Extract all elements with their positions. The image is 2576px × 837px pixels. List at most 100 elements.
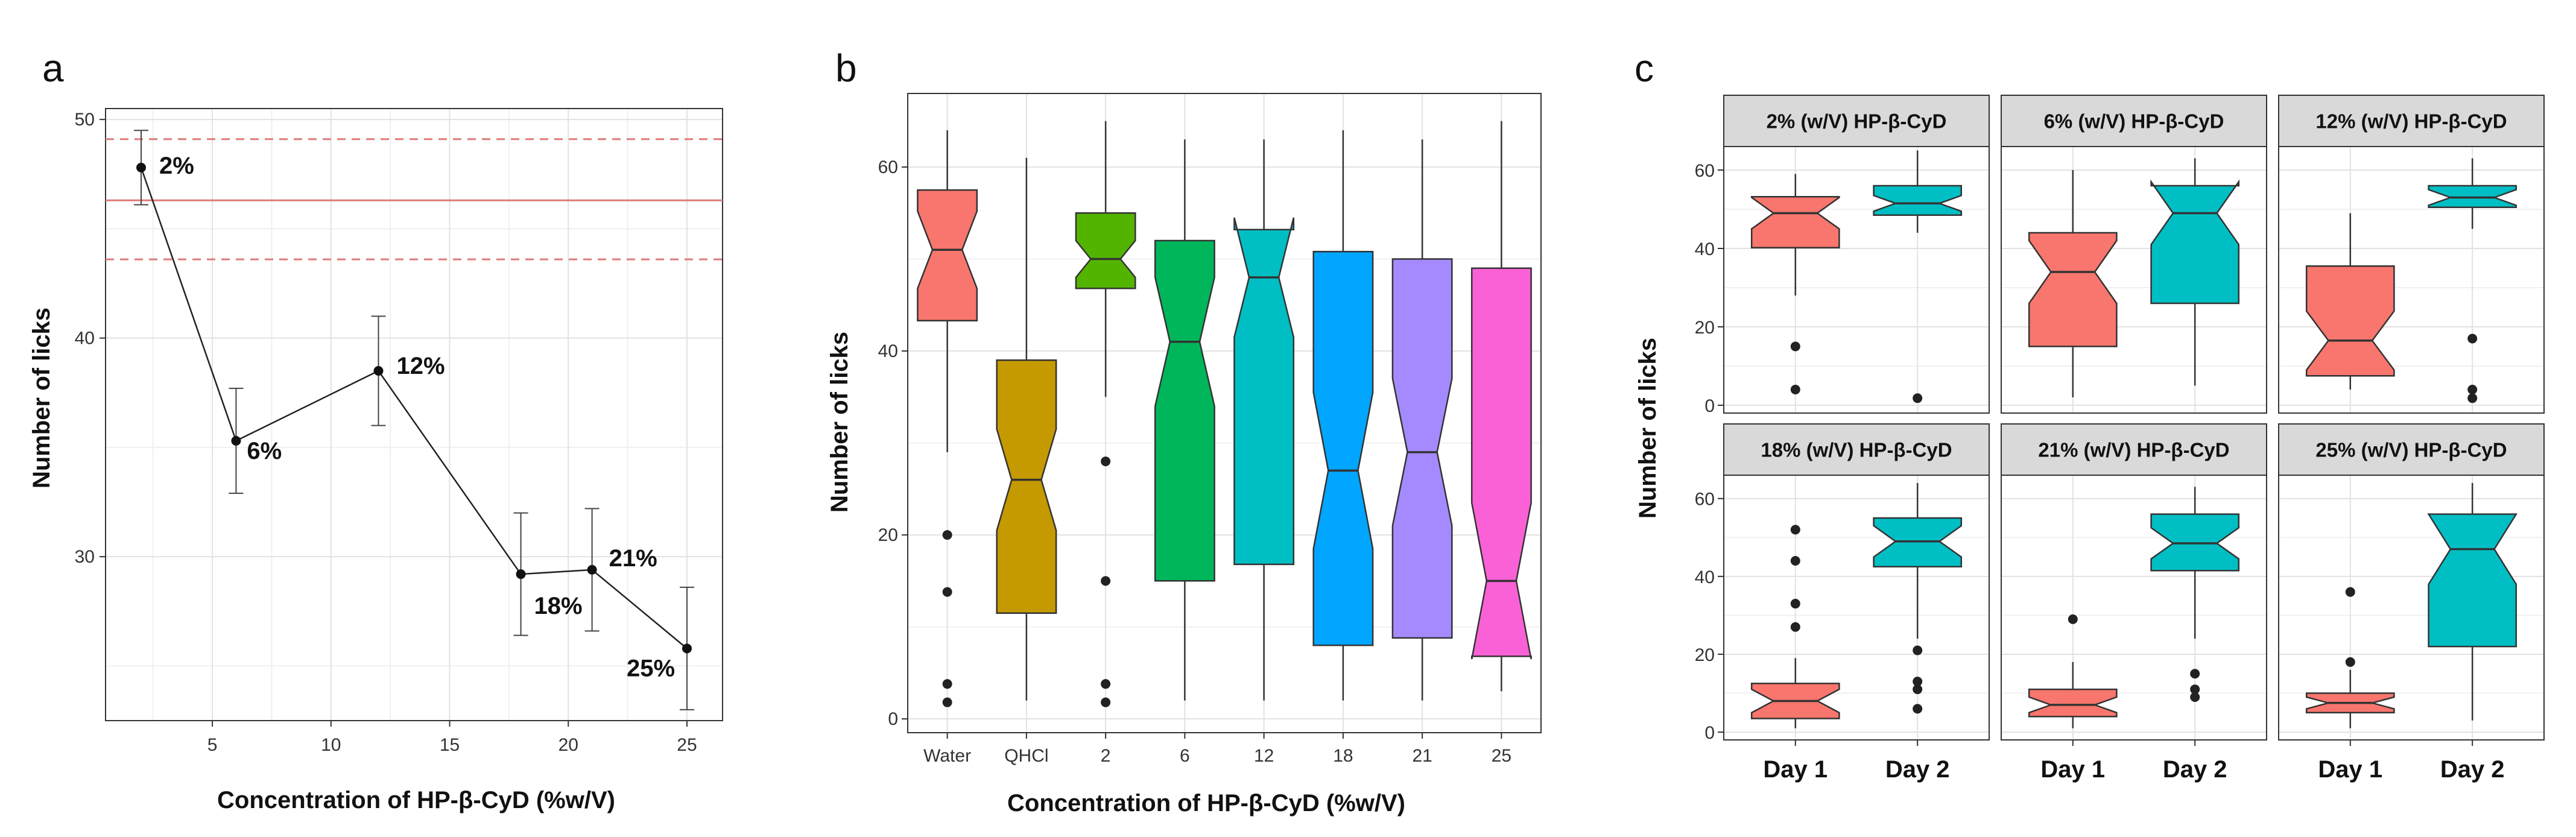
panel-c-facet-3-day-2-outlier — [2467, 333, 2478, 344]
panel-c-facet-2-frame — [2001, 146, 2267, 414]
panel-c-facet-1-day-2-box — [1873, 185, 1963, 216]
panel-c-facet-4-y-tick-label: 20 — [1695, 645, 1715, 665]
panel-c-facet-3-strip-label: 12% (w/V) HP-β-CyD — [2315, 110, 2507, 133]
panel-a-y-tick-label: 50 — [75, 110, 95, 130]
panel-c-facet-2-strip-label: 6% (w/V) HP-β-CyD — [2044, 110, 2224, 133]
panel-letter-a: a — [42, 46, 64, 90]
panel-c-facet-5-day-2-outlier — [2190, 669, 2200, 679]
panel-b-x-tick-label: 6 — [1180, 746, 1190, 766]
panel-a-point-label: 2% — [159, 153, 194, 179]
panel-b-2-outlier — [1101, 576, 1111, 586]
panel-b-water-outlier — [942, 679, 952, 689]
panel-c-facet-4-y-tick-label: 40 — [1695, 567, 1715, 587]
panel-a-point-label: 25% — [627, 655, 675, 681]
panel-c-facet-6-x-tick-label: Day 2 — [2440, 756, 2505, 783]
panel-b-y-axis-title: Number of licks — [826, 332, 853, 513]
panel-a-point-label: 21% — [609, 545, 657, 572]
panel-a-point-label: 18% — [534, 593, 583, 619]
panel-c-facet-6-strip-label: 25% (w/V) HP-β-CyD — [2315, 439, 2507, 461]
panel-a-y-tick-label: 30 — [75, 547, 95, 567]
panel-b-2-outlier — [1101, 697, 1111, 707]
panel-c-facet-5-x-tick-label: Day 2 — [2163, 756, 2227, 783]
panel-c-facet-1-frame — [1723, 146, 1990, 414]
panel-c-facet-2-day-2-box — [2150, 179, 2240, 305]
panel-c-facet-3-frame — [2278, 146, 2545, 414]
panel-c: c 2% (w/V) HP-β-CyD 0 20 40 60 6% (w/V) HP-β-… — [1635, 46, 2545, 783]
panel-c-facet-4-day-1-outlier — [1790, 525, 1800, 535]
panel-b-x-tick-label: 18 — [1333, 746, 1353, 766]
panel-a: a 5 10 15 20 25 30 40 50 2% 6% 12% 18% 21% 25% Concen… — [28, 46, 723, 813]
panel-c-facet-6-frame — [2278, 475, 2545, 741]
panel-b-x-tick-label: 21 — [1412, 746, 1432, 766]
panel-c-facet-4-y-tick-label: 0 — [1704, 723, 1715, 743]
panel-c-facet-4-day-1-outlier — [1790, 622, 1800, 632]
panel-letter-c: c — [1635, 46, 1654, 90]
panel-b: b 0 20 40 60 Water QHCl 2 6 12 18 21 25 Concentrati… — [826, 46, 1542, 816]
panel-c-facet-1-day-1-box — [1750, 195, 1840, 248]
panel-c-facet-6-day-2-box — [2427, 513, 2518, 648]
panel-c-facet-1-strip — [1723, 95, 1990, 147]
panel-c-facet-4-frame — [1723, 475, 1990, 741]
panel-b-18-box — [1312, 251, 1374, 646]
panel-c-facet-5-x-tick-label: Day 1 — [2040, 756, 2105, 783]
panel-c-facet-6-x-tick-label: Day 1 — [2318, 756, 2382, 783]
panel-b-2-outlier — [1101, 456, 1111, 467]
panel-b-plot: 0 20 40 60 Water QHCl 2 6 12 18 21 25 — [878, 93, 1542, 766]
panel-c-facet-1-y-tick-label: 20 — [1695, 318, 1715, 338]
panel-b-2-box — [1075, 212, 1136, 289]
panel-b-y-tick-label: 20 — [878, 525, 898, 545]
panel-c-facet-5-strip-label: 21% (w/V) HP-β-CyD — [2038, 439, 2229, 461]
panel-b-y-tick-label: 60 — [878, 157, 898, 177]
panel-b-x-tick-label: 12 — [1254, 746, 1274, 766]
panel-c-facet-1-day-1-outlier — [1790, 385, 1800, 394]
panel-c-facet-6-day-1-outlier — [2345, 587, 2355, 597]
panel-a-x-tick-label: 10 — [321, 735, 341, 755]
panel-c-facet-1-y-tick-label: 60 — [1695, 161, 1715, 181]
panel-c-facet-2-day-1-box — [2028, 232, 2118, 347]
panel-a-x-axis-title: Concentration of HP-β-CyD (%w/V) — [217, 787, 615, 813]
panel-c-facet-1-y-tick-label: 0 — [1704, 396, 1715, 416]
panel-a-plot: 5 10 15 20 25 30 40 50 2% 6% 12% 18% 21% 25% — [75, 108, 723, 755]
panel-c-facet-3-day-2-outlier — [2467, 385, 2478, 394]
panel-c-facet-4-day-2-outlier — [1913, 645, 1923, 655]
panel-a-point-label: 6% — [247, 438, 282, 464]
panel-c-facet-4-strip-label: 18% (w/V) HP-β-CyD — [1761, 439, 1952, 461]
panel-a-y-axis-title: Number of licks — [28, 308, 55, 488]
panel-b-x-tick-label: 2 — [1101, 746, 1111, 766]
panel-a-x-tick-label: 20 — [559, 735, 578, 755]
panel-a-data-point — [682, 643, 692, 654]
panel-a-background — [106, 109, 723, 721]
panel-c-facet-5-strip — [2001, 423, 2267, 476]
panel-b-water-box — [917, 189, 978, 321]
panel-b-x-tick-label: 25 — [1492, 746, 1511, 766]
panel-c-facet-3-strip — [2278, 95, 2545, 147]
panel-a-series-line — [140, 167, 688, 649]
panel-c-facet-6-day-1-outlier — [2345, 657, 2355, 667]
panel-c-facet-4-y-tick-label: 60 — [1695, 490, 1715, 510]
panel-c-y-axis-title: Number of licks — [1635, 338, 1661, 519]
panel-b-x-tick-label: Water — [923, 746, 971, 766]
panel-a-data-point — [373, 366, 384, 376]
panel-b-21-box — [1391, 258, 1453, 639]
panel-a-data-point — [587, 564, 597, 575]
panel-b-y-tick-label: 0 — [888, 709, 898, 729]
panel-a-x-tick-label: 5 — [207, 735, 218, 755]
panel-c-facet-4-day-2-outlier — [1913, 684, 1923, 695]
panel-c-facet-5-frame — [2001, 475, 2267, 741]
panel-c-facet-5-day-1-outlier — [2068, 614, 2078, 624]
panel-c-facet-4-strip — [1723, 423, 1990, 476]
panel-b-6-box — [1154, 239, 1215, 582]
panel-b-frame — [907, 93, 1542, 733]
panel-c-facet-4-day-1-outlier — [1790, 556, 1800, 566]
panel-a-y-tick-label: 40 — [75, 329, 95, 349]
panel-c-facet-4-background — [1724, 475, 1989, 740]
panel-a-x-tick-label: 25 — [677, 735, 697, 755]
panel-c-facet-2-strip — [2001, 95, 2267, 147]
panel-b-25-box — [1470, 267, 1532, 660]
panel-a-point-label: 12% — [396, 353, 445, 379]
panel-c-facet-3-day-1-box — [2305, 265, 2395, 377]
panel-letter-b: b — [835, 46, 857, 90]
panel-c-facet-1-strip-label: 2% (w/V) HP-β-CyD — [1767, 110, 1947, 133]
panel-c-facet-1-y-tick-label: 40 — [1695, 239, 1715, 259]
